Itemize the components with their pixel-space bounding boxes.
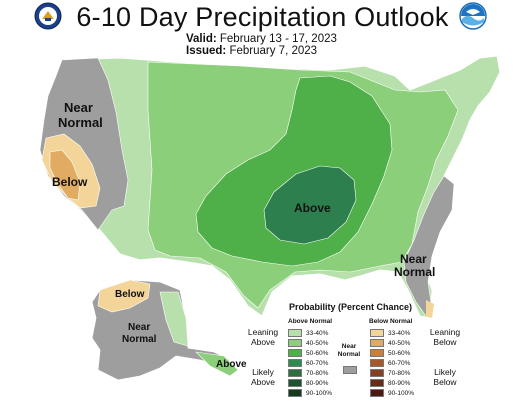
alaska-panhandle-above-region bbox=[195, 351, 239, 377]
below-legend-row: 80-90% bbox=[370, 378, 410, 388]
valid-line: Valid: February 13 - 17, 2023 bbox=[186, 33, 337, 45]
near-normal-west-label-l1: Near bbox=[64, 100, 93, 115]
issued-value: February 7, 2023 bbox=[229, 45, 318, 57]
alaska-above-region bbox=[159, 291, 189, 347]
issued-line: Issued: February 7, 2023 bbox=[186, 45, 317, 57]
leaning-below-text: Leaning Below bbox=[429, 327, 461, 347]
above-swatch-label: 50-60% bbox=[306, 349, 329, 357]
issued-label: Issued: bbox=[186, 45, 227, 57]
above-legend-row: 90-100% bbox=[288, 388, 332, 398]
near-normal-ak-label-l2: Normal bbox=[122, 334, 157, 345]
leaning-above-text: Leaning Above bbox=[247, 327, 279, 347]
likely-above-text: Likely Above bbox=[250, 367, 276, 387]
below-swatch bbox=[370, 369, 384, 377]
valid-value: February 13 - 17, 2023 bbox=[219, 33, 337, 45]
above-swatch bbox=[288, 389, 302, 397]
legend-near-header: Near Normal bbox=[337, 343, 361, 358]
below-swatch-label: 90-100% bbox=[388, 389, 415, 397]
alaska-below-region bbox=[97, 279, 151, 313]
below-legend-row: 33-40% bbox=[370, 328, 410, 338]
near-normal-se-label-l2: Normal bbox=[394, 265, 435, 279]
above-swatch bbox=[288, 379, 302, 387]
above-legend-row: 70-80% bbox=[288, 368, 328, 378]
near-normal-ak-label-l1: Near bbox=[128, 322, 150, 333]
above-60-70-region bbox=[263, 165, 357, 245]
below-legend-row: 60-70% bbox=[370, 358, 410, 368]
near-normal-west-label-l2: Normal bbox=[58, 115, 103, 130]
below-ca-label: Below bbox=[52, 175, 88, 189]
valid-label: Valid: bbox=[186, 33, 217, 45]
below-ak-label: Below bbox=[115, 289, 145, 300]
near-normal-se-label: Near Normal bbox=[394, 252, 435, 279]
legend-above-header: Above Normal bbox=[288, 318, 333, 325]
legend-below-header: Below Normal bbox=[369, 318, 413, 325]
below-40-50-region bbox=[49, 149, 81, 201]
near-normal-west-label: Near Normal bbox=[58, 100, 103, 130]
below-swatch-label: 70-80% bbox=[388, 369, 411, 377]
above-swatch bbox=[288, 369, 302, 377]
legend-near-swatch bbox=[343, 366, 357, 374]
below-swatch-label: 40-50% bbox=[388, 339, 411, 347]
above-swatch-label: 70-80% bbox=[306, 369, 329, 377]
near-normal-ak-label: Near Normal bbox=[122, 322, 157, 345]
above-central-label: Above bbox=[294, 201, 331, 215]
near-normal-se-label-l1: Near bbox=[400, 252, 427, 266]
below-swatch-label: 50-60% bbox=[388, 349, 411, 357]
above-swatch bbox=[288, 359, 302, 367]
page-title: 6-10 Day Precipitation Outlook bbox=[76, 2, 449, 32]
below-swatch-label: 33-40% bbox=[388, 329, 411, 337]
above-swatch-label: 80-90% bbox=[306, 379, 329, 387]
above-swatch bbox=[288, 339, 302, 347]
legend-title: Probability (Percent Chance) bbox=[289, 302, 413, 312]
likely-below-text: Likely Below bbox=[433, 367, 457, 387]
above-swatch-label: 90-100% bbox=[306, 389, 333, 397]
above-swatch bbox=[288, 329, 302, 337]
below-swatch-label: 60-70% bbox=[388, 359, 411, 367]
below-swatch bbox=[370, 339, 384, 347]
below-legend-row: 50-60% bbox=[370, 348, 410, 358]
below-legend-row: 40-50% bbox=[370, 338, 410, 348]
above-legend-row: 33-40% bbox=[288, 328, 328, 338]
below-swatch bbox=[370, 379, 384, 387]
above-ak-label: Above bbox=[216, 359, 247, 370]
above-legend-row: 40-50% bbox=[288, 338, 328, 348]
noaa-logo-icon bbox=[459, 2, 487, 30]
above-swatch-label: 33-40% bbox=[306, 329, 329, 337]
below-legend-row: 90-100% bbox=[370, 388, 414, 398]
below-swatch bbox=[370, 359, 384, 367]
above-swatch-label: 40-50% bbox=[306, 339, 329, 347]
below-legend-row: 70-80% bbox=[370, 368, 410, 378]
above-swatch bbox=[288, 349, 302, 357]
above-legend-row: 60-70% bbox=[288, 358, 328, 368]
above-legend-row: 80-90% bbox=[288, 378, 328, 388]
above-swatch-label: 60-70% bbox=[306, 359, 329, 367]
above-legend-row: 50-60% bbox=[288, 348, 328, 358]
below-swatch-label: 80-90% bbox=[388, 379, 411, 387]
commerce-seal-icon bbox=[34, 2, 62, 30]
florida-below-region bbox=[426, 300, 434, 318]
below-swatch bbox=[370, 329, 384, 337]
below-swatch bbox=[370, 349, 384, 357]
below-swatch bbox=[370, 389, 384, 397]
